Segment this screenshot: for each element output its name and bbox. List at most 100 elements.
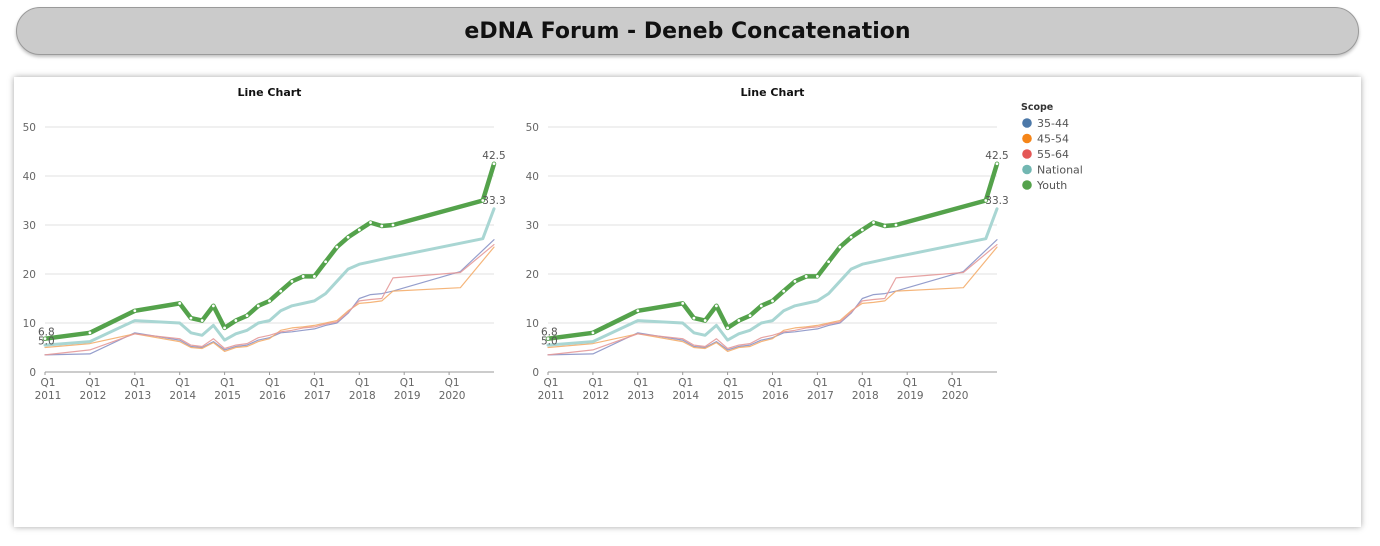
data-point-youth (211, 304, 215, 308)
y-tick-label: 40 (526, 171, 539, 183)
data-point-youth (481, 199, 485, 202)
x-tick-label-year: 2011 (538, 390, 565, 402)
x-tick-label-year: 2019 (897, 390, 924, 402)
data-point-youth (346, 235, 350, 239)
data-point-youth (827, 260, 831, 264)
data-point-youth (838, 245, 842, 249)
data-point-youth (771, 299, 774, 303)
legend-title: Scope (1021, 102, 1053, 113)
data-point-youth (782, 289, 786, 293)
data-point-youth (245, 314, 249, 318)
data-point-youth (714, 304, 718, 308)
data-point-youth (816, 275, 819, 278)
x-tick-label-quarter: Q1 (445, 377, 460, 389)
data-point-youth (313, 275, 316, 278)
x-tick-label-year: 2015 (214, 390, 241, 402)
legend-symbol (1022, 180, 1032, 190)
legend-label: 35-44 (1037, 117, 1069, 130)
x-tick-label-year: 2014 (672, 390, 699, 402)
data-point-youth (357, 228, 361, 232)
data-point-youth (268, 299, 271, 303)
legend-symbol (1022, 164, 1032, 175)
x-tick-label-year: 2013 (124, 390, 151, 402)
series-line-55-64 (547, 244, 998, 356)
x-tick-label-quarter: Q1 (768, 377, 783, 389)
x-tick-label-year: 2018 (349, 390, 376, 402)
data-point-youth (860, 228, 864, 232)
x-tick-label-quarter: Q1 (310, 377, 325, 389)
y-tick-label: 0 (29, 367, 36, 379)
data-label: 5.0 (38, 336, 55, 348)
data-point-youth (546, 337, 550, 341)
data-point-youth (178, 302, 182, 305)
data-point-youth (492, 162, 496, 166)
x-tick-label-year: 2011 (35, 390, 62, 402)
y-tick-label: 20 (23, 269, 36, 281)
x-tick-label-year: 2017 (304, 390, 331, 402)
series-line-35-44 (44, 239, 495, 356)
report-header: eDNA Forum - Deneb Concatenation (16, 7, 1359, 55)
data-point-youth (369, 221, 372, 224)
data-point-youth (200, 319, 204, 322)
data-point-youth (301, 275, 305, 278)
data-point-youth (88, 331, 92, 335)
data-label: 33.3 (985, 195, 1008, 207)
y-tick-label: 50 (23, 122, 36, 134)
x-tick-label-quarter: Q1 (813, 377, 828, 389)
concatenated-line-charts: Scope Line Chart01020304050Q12011Q12012Q… (23, 86, 1083, 402)
data-label: 42.5 (482, 150, 505, 162)
x-tick-label-quarter: Q1 (400, 377, 415, 389)
x-tick-label-quarter: Q1 (85, 377, 100, 389)
data-point-youth (726, 326, 729, 330)
legend-symbol (1022, 149, 1032, 159)
x-tick-label-quarter: Q1 (723, 377, 738, 389)
x-tick-label-quarter: Q1 (544, 377, 559, 389)
legend-label: 45-54 (1037, 133, 1069, 146)
data-point-youth (748, 314, 752, 318)
data-point-youth (324, 260, 328, 264)
data-point-youth (692, 316, 696, 320)
data-point-youth (290, 279, 294, 283)
x-tick-label-quarter: Q1 (588, 377, 603, 389)
data-label: 42.5 (985, 150, 1008, 162)
series-line-45-54 (547, 246, 998, 352)
x-tick-label-year: 2020 (439, 390, 466, 402)
data-point-youth (43, 337, 47, 341)
legend-label: Youth (1036, 179, 1067, 192)
x-tick-label-quarter: Q1 (175, 377, 190, 389)
chart-2: Line Chart01020304050Q12011Q12012Q12013Q… (526, 86, 1009, 402)
data-point-youth (391, 223, 395, 227)
legend: 35-44 45-54 55-64 National Youth (1022, 117, 1083, 192)
x-tick-label-year: 2012 (80, 390, 107, 402)
series-line-55-64 (44, 244, 495, 356)
data-point-youth (703, 319, 707, 322)
data-point-youth (636, 309, 640, 313)
data-point-youth (804, 275, 808, 278)
legend-label: 55-64 (1037, 148, 1069, 161)
series-line-35-44 (547, 239, 998, 356)
chart-panel: Scope Line Chart 0 10 20 30 40 50 Q1 2011 Q1 2012 Q… (14, 77, 1361, 527)
x-tick-label-quarter: Q1 (948, 377, 963, 389)
data-point-youth (995, 162, 999, 166)
x-tick-label-year: 2012 (583, 390, 610, 402)
page-title: eDNA Forum - Deneb Concatenation (464, 18, 911, 44)
y-tick-label: 10 (23, 318, 36, 330)
data-point-youth (279, 289, 283, 293)
data-point-youth (256, 304, 260, 308)
x-tick-label-year: 2019 (394, 390, 421, 402)
y-tick-label: 30 (23, 220, 36, 232)
y-tick-label: 10 (526, 318, 539, 330)
data-label: 6.8 (541, 327, 558, 339)
x-tick-label-year: 2016 (259, 390, 286, 402)
y-tick-label: 40 (23, 171, 36, 183)
x-tick-label-year: 2018 (852, 390, 879, 402)
data-point-youth (189, 316, 193, 320)
x-tick-label-year: 2016 (762, 390, 789, 402)
y-tick-label: 0 (532, 367, 539, 379)
y-tick-label: 50 (526, 122, 539, 134)
data-point-youth (681, 302, 685, 305)
x-tick-label-year: 2020 (942, 390, 969, 402)
x-tick-label-quarter: Q1 (130, 377, 145, 389)
data-point-youth (380, 224, 384, 228)
data-point-youth (872, 221, 875, 224)
